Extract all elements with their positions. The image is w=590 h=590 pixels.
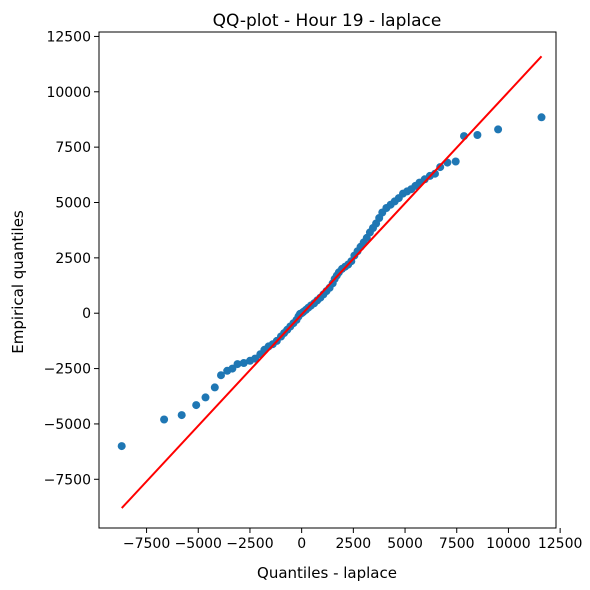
- data-point: [537, 113, 546, 122]
- x-tick-label: −5000: [175, 536, 222, 552]
- data-point: [217, 371, 225, 380]
- y-tick-label: 0: [82, 306, 91, 322]
- chart-title: QQ-plot - Hour 19 - laplace: [213, 11, 442, 31]
- data-point: [210, 383, 219, 392]
- plot-area: [117, 55, 546, 509]
- y-tick-label: −7500: [44, 472, 91, 488]
- x-tick-label: 7500: [439, 536, 475, 552]
- axes: −7500 −5000 −2500 0 2500 5000 7500 10000 12500−7…: [44, 29, 583, 552]
- y-tick-label: 5000: [55, 196, 91, 212]
- x-tick-label: 10000: [486, 536, 531, 552]
- data-point: [177, 411, 186, 420]
- data-point: [494, 125, 503, 134]
- data-point: [233, 360, 242, 369]
- data-point: [239, 359, 248, 367]
- plot-frame: [98, 31, 557, 529]
- x-tick-label: −7500: [123, 536, 170, 552]
- x-tick-label: 0: [297, 536, 306, 552]
- y-tick-label: 10000: [46, 85, 91, 101]
- y-axis-label: Empirical quantiles: [9, 210, 27, 354]
- data-point: [160, 415, 169, 424]
- data-point: [192, 401, 201, 410]
- x-tick-label: 2500: [336, 536, 372, 552]
- y-tick-label: 7500: [55, 140, 91, 156]
- x-tick-label: 5000: [387, 536, 423, 552]
- reference-line: [121, 55, 543, 509]
- data-point: [117, 442, 126, 451]
- data-point: [436, 163, 445, 172]
- x-tick-label: 12500: [538, 536, 583, 552]
- x-axis-label: Quantiles - laplace: [257, 564, 397, 582]
- y-tick-label: 2500: [55, 251, 91, 267]
- data-point: [201, 393, 210, 402]
- y-tick-label: −2500: [44, 362, 91, 378]
- x-tick-label: −2500: [226, 536, 273, 552]
- data-point: [473, 131, 482, 139]
- y-tick-label: 12500: [46, 29, 91, 45]
- data-point: [451, 157, 460, 166]
- y-tick-label: −5000: [44, 417, 91, 433]
